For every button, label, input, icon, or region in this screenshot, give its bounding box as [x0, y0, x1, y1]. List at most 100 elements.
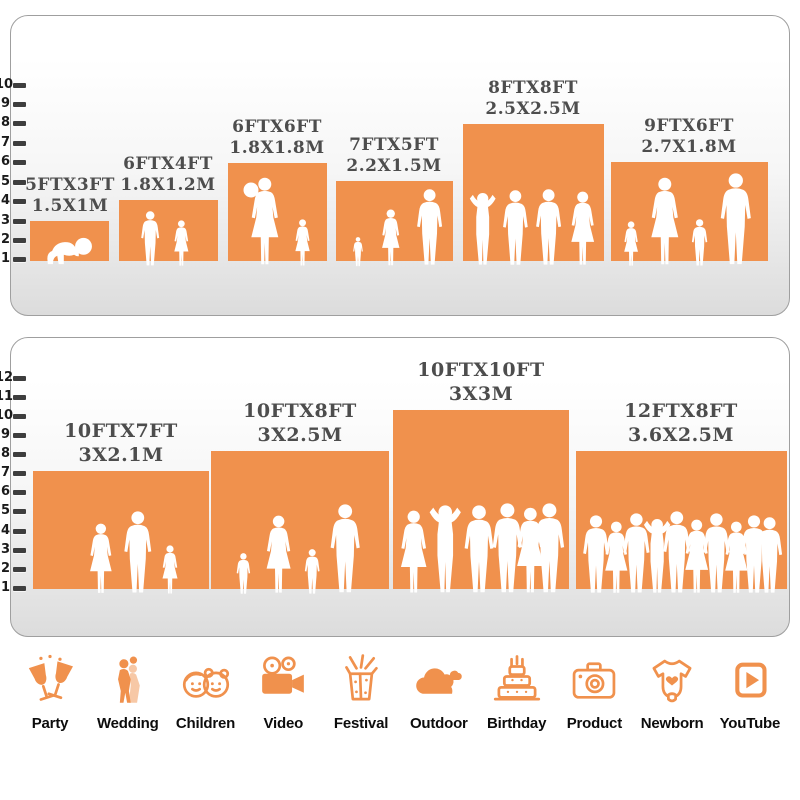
clouds-icon: [416, 668, 462, 694]
bar-size-label: 10FTX10FT 3X3M: [417, 359, 545, 405]
tick-dash: [13, 238, 26, 243]
backdrop-bar-5x3: [30, 221, 109, 265]
category-festival: Festival: [323, 652, 399, 732]
tick-label: 4: [0, 193, 10, 208]
people-silhouette: [583, 511, 783, 593]
bar-size-label: 8FTX8FT 2.5X2.5M: [485, 78, 581, 119]
tick-label: 11: [0, 389, 14, 404]
tick-label: 2: [0, 232, 10, 247]
tick-dash: [13, 141, 26, 146]
tick-dash: [13, 83, 26, 88]
tick-dash: [13, 490, 26, 495]
category-label: Party: [31, 715, 69, 732]
category-wedding: Wedding: [90, 652, 166, 732]
tick-label: 8: [0, 115, 10, 130]
category-product: Product: [556, 652, 632, 732]
category-label: YouTube: [719, 715, 781, 732]
people-silhouette: [141, 211, 189, 266]
tick-label: 8: [0, 446, 10, 461]
tick-dash: [13, 257, 26, 262]
people-silhouette: [90, 511, 178, 594]
tick-dash: [13, 586, 26, 591]
bar-size-label: 6FTX4FT 1.8X1.2M: [120, 154, 216, 195]
backdrop-bar-7x5: [336, 181, 453, 267]
tiered-cake-icon: [493, 655, 540, 701]
category-outdoor: Outdoor: [401, 652, 477, 732]
tick-dash: [13, 395, 26, 400]
two-kids-faces-icon: [182, 667, 229, 698]
tick-label: 5: [0, 503, 10, 518]
panel-small-medium-lower: 12 11 10 9 8 7 6 5 4 3 2 1 10FTX7FT3X2.1…: [0, 337, 790, 637]
category-video: Video: [245, 652, 321, 732]
tick-label: 12: [0, 370, 14, 385]
people-silhouette: [236, 504, 360, 594]
category-label: Outdoor: [409, 715, 468, 732]
category-party: Party: [12, 652, 88, 732]
people-silhouette: [624, 173, 751, 266]
category-birthday: Birthday: [479, 652, 555, 732]
tick-dash: [13, 471, 26, 476]
photo-camera-icon: [573, 662, 616, 699]
backdrop-bar-10x7: [33, 471, 209, 594]
tick-label: 10: [0, 77, 14, 92]
category-newborn: Newborn: [634, 652, 710, 732]
people-silhouette: [353, 189, 443, 267]
tick-dash: [13, 452, 26, 457]
tick-label: 7: [0, 135, 10, 150]
tick-label: 5: [0, 174, 10, 189]
backdrop-bar-9x6: [611, 162, 768, 266]
tick-dash: [13, 376, 26, 381]
people-silhouette: [243, 177, 310, 266]
tick-dash: [13, 509, 26, 514]
category-row: Party Wedding Children: [12, 652, 788, 732]
category-label: Festival: [333, 715, 389, 732]
category-youtube: YouTube: [712, 652, 788, 732]
bar-size-label: 5FTX3FT 1.5X1M: [25, 175, 115, 216]
tick-label: 3: [0, 213, 10, 228]
tick-label: 6: [0, 154, 10, 169]
bar-size-label: 6FTX6FT 1.8X1.8M: [229, 117, 325, 158]
category-label: Video: [263, 715, 304, 732]
gift-box-burst-icon: [345, 654, 378, 701]
people-silhouette: [47, 237, 92, 265]
bride-and-groom-icon: [117, 656, 140, 703]
tick-label: 4: [0, 523, 10, 538]
movie-camera-icon: [262, 656, 305, 694]
tick-dash: [13, 121, 26, 126]
bar-size-label: 7FTX5FT 2.2X1.5M: [346, 135, 442, 176]
tick-dash: [13, 548, 26, 553]
bar-size-label: 12FTX8FT 3.6X2.5M: [624, 400, 738, 446]
tick-dash: [13, 102, 26, 107]
tick-dash: [13, 199, 26, 204]
tick-label: 7: [0, 465, 10, 480]
backdrop-bar-6x4: [119, 200, 218, 266]
tick-label: 9: [0, 427, 10, 442]
category-label: Wedding: [96, 715, 159, 732]
bar-size-label: 10FTX8FT 3X2.5M: [243, 400, 357, 446]
category-label: Newborn: [640, 715, 704, 732]
tick-dash: [13, 219, 26, 224]
backdrop-bar-12x8: [576, 451, 787, 593]
tick-dash: [13, 433, 26, 438]
tick-dash: [13, 529, 26, 534]
tick-label: 3: [0, 542, 10, 557]
backdrop-bar-8x8: [463, 124, 604, 265]
tick-dash: [13, 160, 26, 165]
tick-label: 10: [0, 408, 14, 423]
category-label: Birthday: [486, 715, 547, 732]
tick-label: 1: [0, 251, 10, 266]
tick-dash: [13, 414, 26, 419]
people-silhouette: [400, 503, 565, 593]
bar-size-label: 9FTX6FT 2.7X1.8M: [641, 116, 737, 157]
category-label: Children: [175, 715, 236, 732]
backdrop-bar-6x6: [228, 163, 327, 266]
clinking-glasses-icon: [28, 654, 73, 701]
baby-onesie-icon: [652, 659, 692, 703]
tick-dash: [13, 567, 26, 572]
category-children: Children: [168, 652, 244, 732]
backdrop-bar-10x8: [211, 451, 389, 594]
tick-label: 9: [0, 96, 10, 111]
tick-label: 1: [0, 580, 10, 595]
